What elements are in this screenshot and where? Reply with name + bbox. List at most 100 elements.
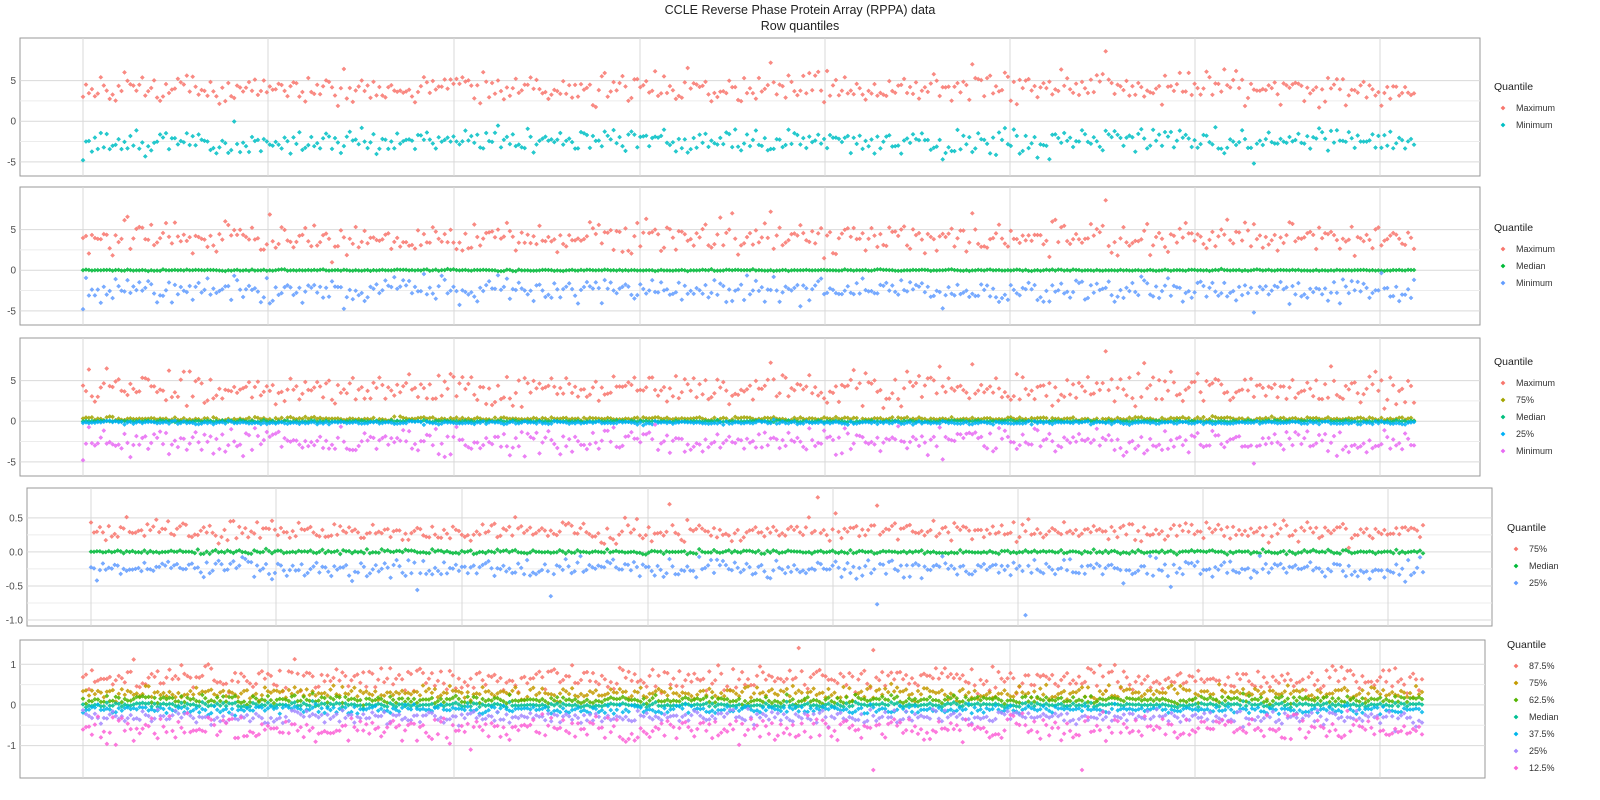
- data-point: [1041, 80, 1046, 86]
- data-point: [691, 80, 697, 86]
- data-point: [1242, 136, 1248, 142]
- data-point: [1138, 126, 1144, 132]
- data-point: [486, 94, 492, 100]
- data-point: [1085, 90, 1091, 96]
- data-point: [205, 139, 210, 144]
- data-point: [1121, 143, 1126, 149]
- legend-key: [1500, 122, 1506, 128]
- data-point: [264, 139, 270, 144]
- data-point: [282, 227, 287, 233]
- data-point: [211, 243, 216, 248]
- data-point: [397, 141, 403, 147]
- data-point: [961, 79, 966, 85]
- data-point: [231, 119, 237, 124]
- data-point: [368, 140, 373, 145]
- data-point: [181, 139, 187, 145]
- data-point: [860, 92, 865, 97]
- data-point: [1340, 76, 1346, 82]
- data-point: [599, 143, 605, 149]
- data-point: [1304, 85, 1310, 91]
- data-point: [1204, 133, 1209, 139]
- data-point: [1162, 73, 1168, 79]
- data-point: [709, 138, 714, 143]
- data-point: [670, 87, 676, 93]
- data-point: [107, 245, 113, 251]
- data-point: [771, 146, 777, 152]
- data-point: [1109, 80, 1114, 86]
- data-point: [326, 79, 332, 85]
- data-point: [602, 129, 608, 134]
- data-point: [815, 132, 821, 138]
- data-point: [1260, 142, 1266, 148]
- data-point: [857, 85, 863, 91]
- data-point: [1130, 134, 1135, 140]
- data-point: [569, 95, 575, 100]
- data-point: [513, 143, 519, 149]
- data-point: [380, 136, 385, 142]
- data-point: [869, 91, 874, 96]
- data-point: [999, 87, 1005, 93]
- data-point: [317, 146, 323, 151]
- data-point: [566, 82, 572, 88]
- data-point: [246, 237, 252, 242]
- data-point: [1293, 137, 1298, 143]
- data-point: [596, 138, 602, 143]
- data-point: [611, 79, 616, 85]
- data-point: [629, 95, 634, 101]
- data-point: [1204, 69, 1209, 75]
- data-point: [1325, 148, 1331, 153]
- data-point: [1216, 81, 1221, 87]
- data-point: [368, 95, 373, 101]
- data-point: [122, 217, 127, 223]
- data-point: [590, 102, 596, 108]
- data-point: [80, 157, 86, 163]
- data-point: [759, 143, 765, 149]
- data-point: [294, 239, 299, 245]
- data-point: [172, 135, 178, 141]
- data-point: [1144, 146, 1150, 151]
- data-point: [1379, 145, 1384, 151]
- data-point: [311, 143, 317, 149]
- legend-key: [1500, 431, 1506, 437]
- data-point: [587, 145, 593, 151]
- data-point: [101, 83, 107, 88]
- data-point: [347, 85, 353, 91]
- data-point: [439, 139, 445, 145]
- data-point: [611, 127, 616, 133]
- data-point: [406, 87, 412, 93]
- data-point: [128, 81, 133, 87]
- data-point: [350, 99, 356, 105]
- data-point: [122, 70, 127, 75]
- data-point: [1192, 137, 1197, 143]
- data-point: [866, 143, 871, 149]
- data-point: [830, 83, 836, 88]
- data-point: [1248, 145, 1254, 151]
- data-point: [134, 226, 139, 232]
- data-point: [1390, 145, 1396, 151]
- data-point: [1411, 91, 1417, 96]
- data-point: [208, 233, 213, 239]
- data-point: [217, 231, 222, 237]
- data-point: [1115, 132, 1120, 138]
- data-point: [1002, 125, 1008, 131]
- data-point: [836, 136, 842, 142]
- data-point: [732, 127, 738, 132]
- data-point: [510, 132, 516, 137]
- data-point: [984, 141, 990, 147]
- data-point: [836, 92, 842, 98]
- data-point: [706, 144, 711, 150]
- data-point: [842, 135, 848, 141]
- data-point: [178, 238, 184, 244]
- data-point: [495, 123, 501, 128]
- data-point: [1352, 145, 1358, 151]
- data-point: [1319, 87, 1325, 92]
- data-point: [1094, 72, 1100, 78]
- data-point: [308, 89, 314, 95]
- data-point: [451, 81, 456, 87]
- data-point: [827, 132, 833, 138]
- data-point: [1070, 90, 1076, 96]
- data-point: [202, 237, 207, 242]
- legend-label: Median: [1516, 412, 1546, 422]
